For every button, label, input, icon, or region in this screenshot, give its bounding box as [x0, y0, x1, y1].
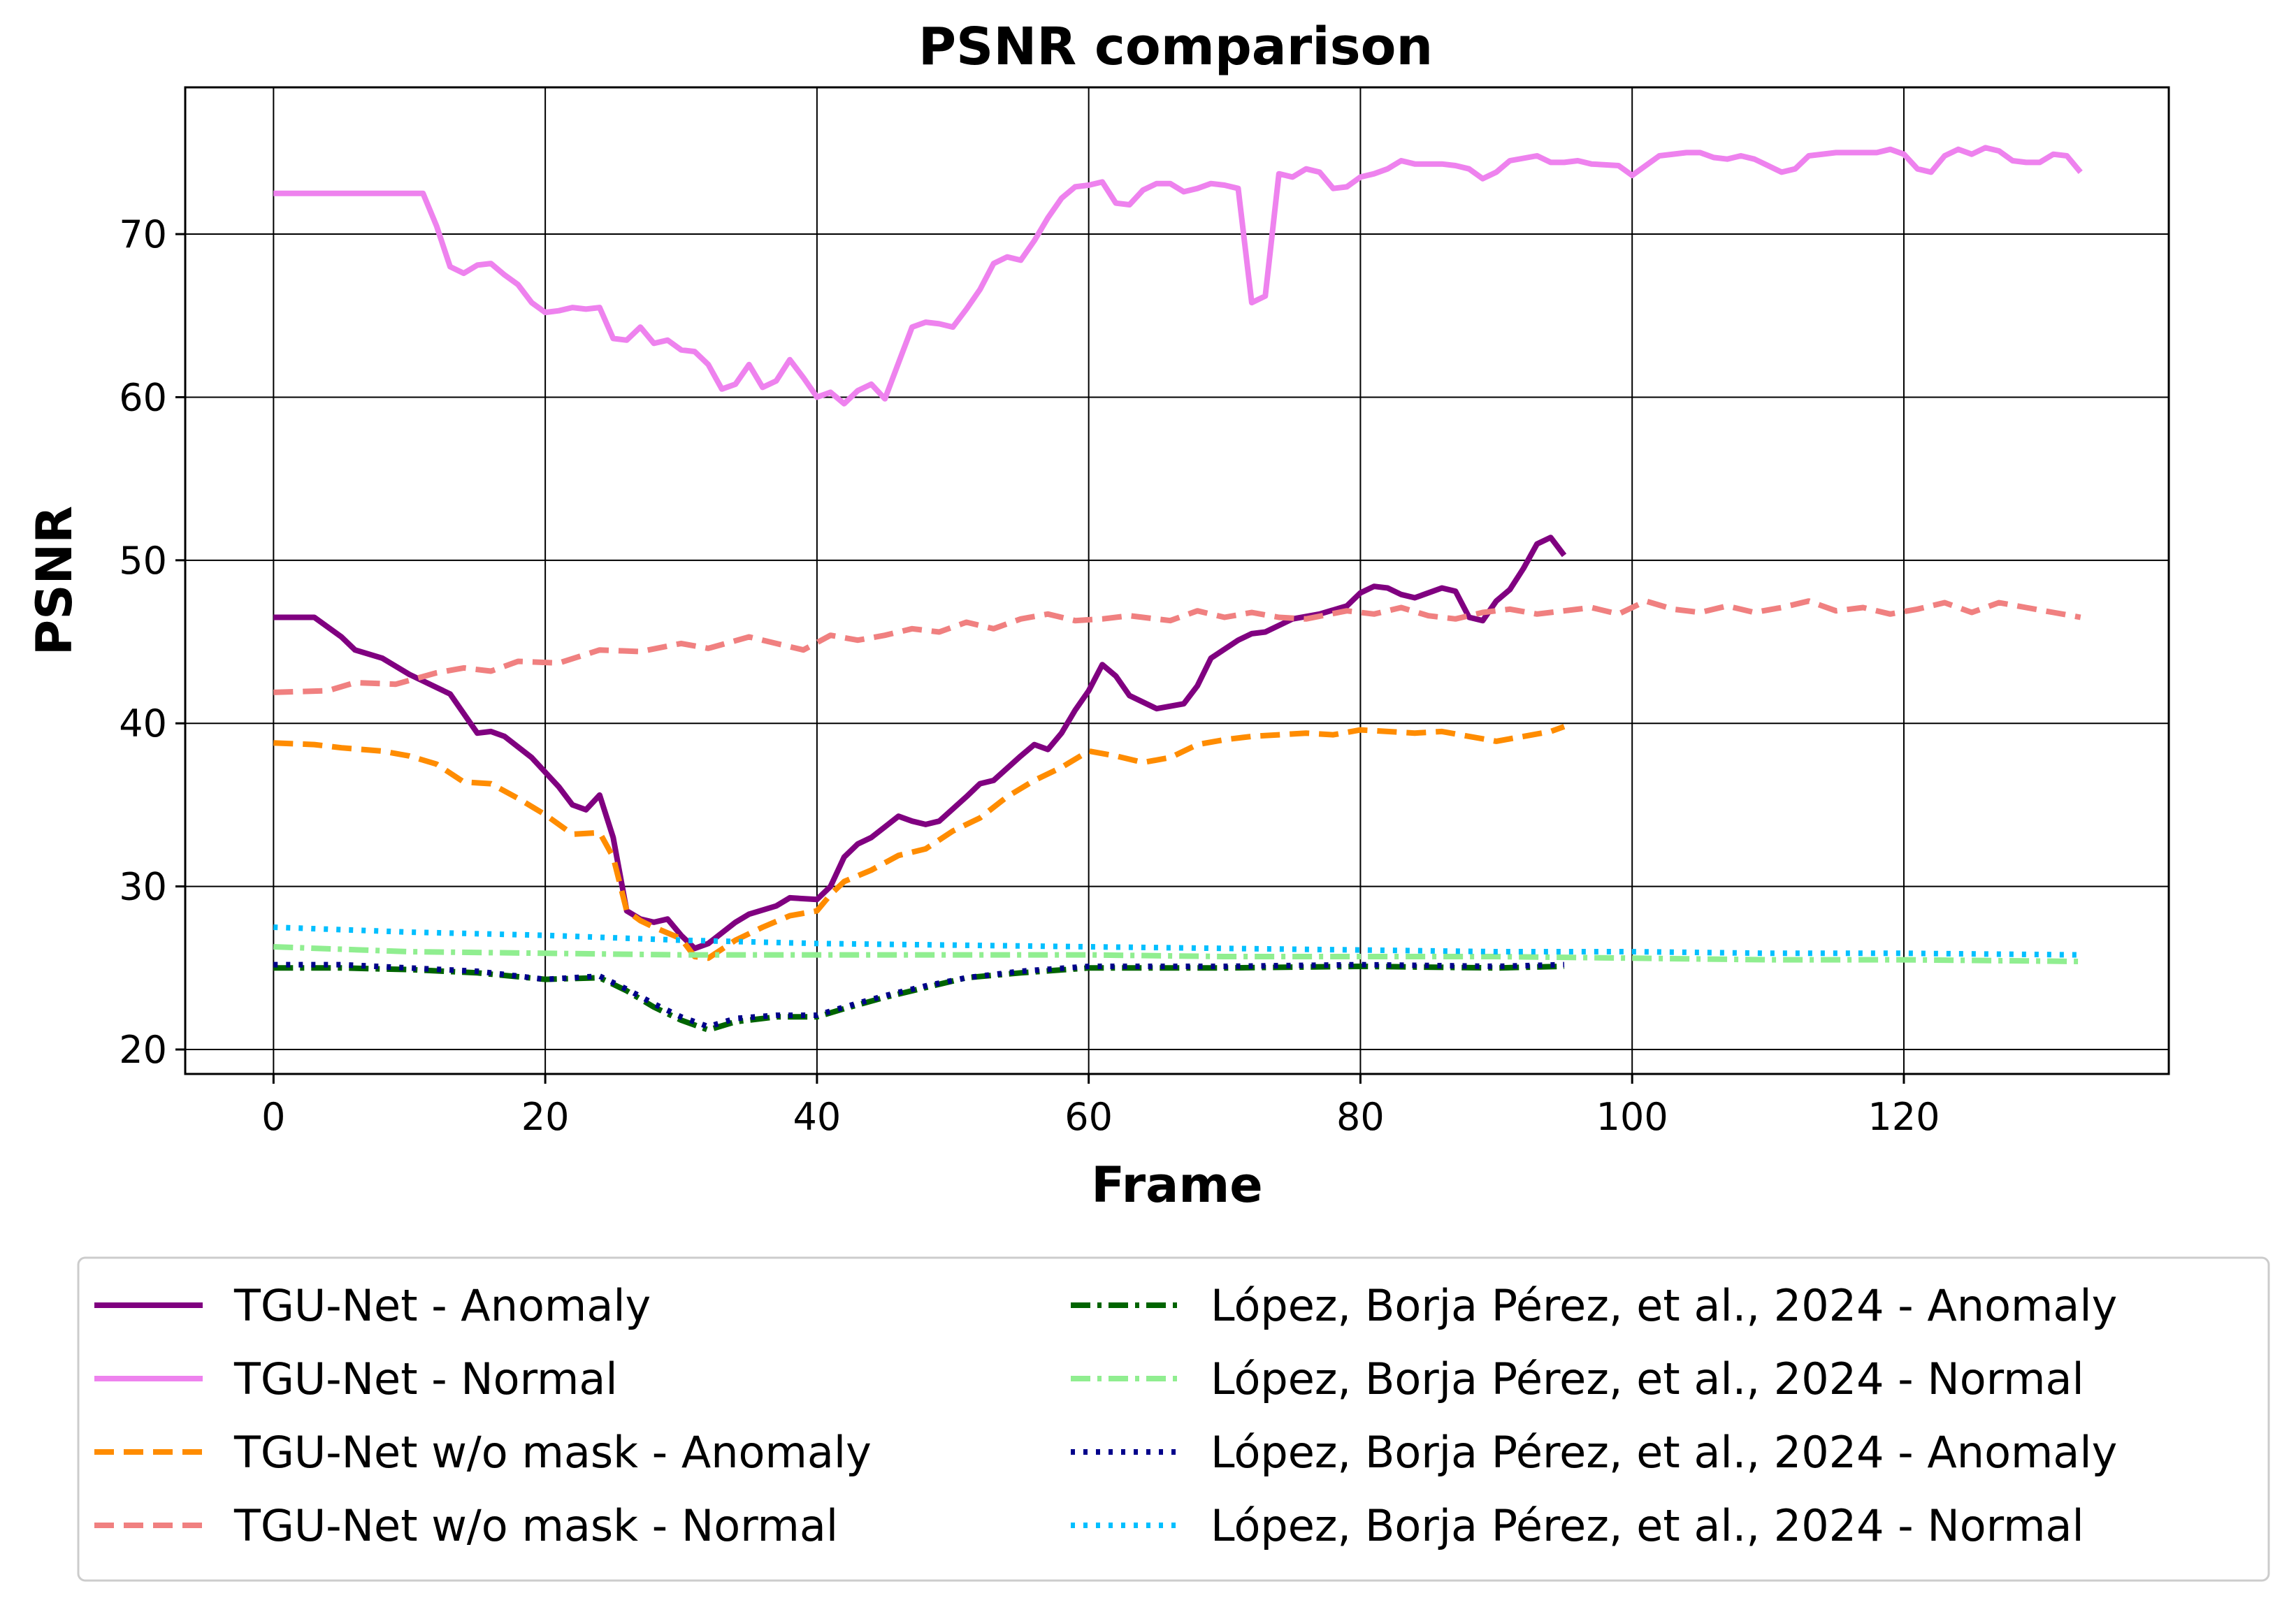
grid-lines — [185, 87, 2169, 1074]
y-tick-label: 40 — [119, 702, 167, 746]
series-line-3 — [273, 724, 1566, 961]
y-tick-label: 50 — [119, 539, 167, 583]
y-axis-label: PSNR — [26, 506, 83, 655]
x-axis-label: Frame — [1091, 1156, 1263, 1214]
x-tick-label: 120 — [1868, 1095, 1940, 1139]
series-line-7 — [273, 961, 1565, 1030]
series-line-2 — [273, 145, 2083, 407]
x-tick-label: 80 — [1336, 1095, 1385, 1139]
series-line-1 — [273, 535, 1567, 952]
series-line-5 — [273, 964, 1565, 1033]
legend-label: López, Borja Pérez, et al., 2024 - Norma… — [1211, 1500, 2084, 1551]
y-tick-label: 20 — [119, 1028, 167, 1072]
legend-box — [77, 1256, 2270, 1582]
legend-label: TGU-Net w/o mask - Anomaly — [233, 1427, 872, 1478]
legend-label: López, Borja Pérez, et al., 2024 - Anoma… — [1211, 1280, 2117, 1331]
series-line-4 — [273, 598, 2081, 695]
legend: TGU-Net - Anomaly TGU-Net - Normal TGU-Net… — [77, 1256, 2270, 1582]
x-tick-label: 40 — [793, 1095, 842, 1139]
legend-items: TGU-Net - Anomaly TGU-Net - Normal TGU-Net… — [94, 1280, 2117, 1551]
legend-label: TGU-Net w/o mask - Normal — [233, 1500, 838, 1551]
x-tick-label: 60 — [1064, 1095, 1113, 1139]
legend-label: López, Borja Pérez, et al., 2024 - Anoma… — [1211, 1427, 2117, 1478]
series-layer — [273, 145, 2083, 1033]
series-line-8 — [273, 924, 2081, 958]
plot-frame — [184, 86, 2170, 1075]
legend-label: TGU-Net - Normal — [233, 1353, 618, 1404]
series-line-6 — [273, 944, 2081, 964]
axis-ticks: 0 20 40 60 80 100 120 20 30 40 50 60 70 — [119, 212, 1940, 1139]
x-tick-label: 0 — [261, 1095, 285, 1139]
y-tick-label: 60 — [119, 375, 167, 419]
x-tick-label: 100 — [1596, 1095, 1668, 1139]
y-tick-label: 30 — [119, 865, 167, 909]
legend-label: TGU-Net - Anomaly — [233, 1280, 651, 1331]
chart-title: PSNR comparison — [918, 17, 1433, 77]
y-tick-label: 70 — [119, 212, 167, 256]
x-tick-label: 20 — [521, 1095, 570, 1139]
legend-label: López, Borja Pérez, et al., 2024 - Norma… — [1211, 1353, 2084, 1404]
